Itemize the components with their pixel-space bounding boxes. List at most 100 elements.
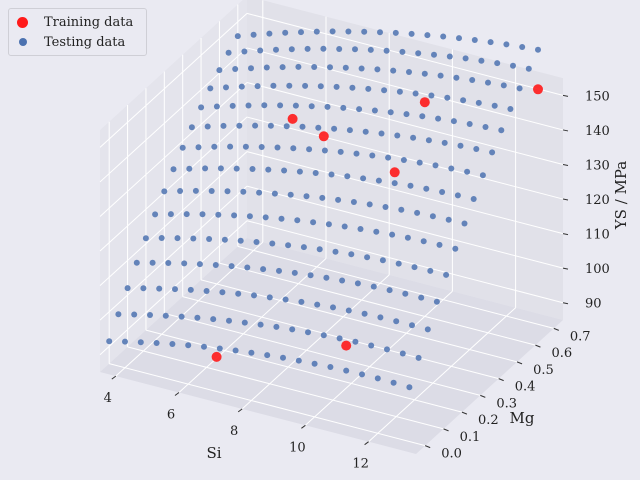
testing-point <box>429 213 436 220</box>
testing-point <box>412 90 419 97</box>
testing-point <box>204 123 211 130</box>
testing-point <box>387 109 394 116</box>
grid-line-z <box>246 185 564 269</box>
testing-point <box>487 39 494 46</box>
testing-point <box>232 347 239 354</box>
testing-point <box>446 53 453 60</box>
legend-label-training: Training data <box>44 14 134 30</box>
testing-point <box>324 103 331 110</box>
testing-point <box>208 188 215 194</box>
testing-point <box>279 64 286 71</box>
testing-point <box>299 123 306 130</box>
testing-point <box>345 28 352 35</box>
testing-point <box>169 341 176 347</box>
testing-point <box>425 137 432 144</box>
testing-point <box>321 147 328 154</box>
testing-point <box>282 29 289 36</box>
testing-point <box>377 29 383 36</box>
y-tick-mark <box>535 344 541 348</box>
testing-point <box>386 287 393 294</box>
z-tick-mark <box>562 267 569 270</box>
testing-point <box>172 286 178 293</box>
testing-point <box>188 124 195 131</box>
testing-point <box>404 234 411 241</box>
grid-line-x <box>115 241 264 377</box>
testing-point <box>316 246 323 253</box>
testing-point <box>370 283 377 290</box>
testing-point <box>479 172 486 179</box>
x-tick-mark <box>364 441 369 446</box>
testing-point <box>475 99 482 106</box>
grid-line-z <box>246 12 564 96</box>
y-tick-mark <box>516 361 523 365</box>
testing-point <box>232 66 239 72</box>
testing-point <box>286 82 293 89</box>
testing-point <box>124 285 131 292</box>
testing-point <box>210 316 217 323</box>
y-tick-label: 0.7 <box>570 329 591 344</box>
testing-point <box>415 50 422 57</box>
z-tick-label: 100 <box>585 262 610 277</box>
testing-point <box>349 84 356 91</box>
testing-point <box>327 364 334 370</box>
training-point <box>211 351 222 362</box>
testing-point <box>333 83 340 90</box>
testing-point <box>470 196 477 202</box>
testing-point <box>367 46 374 53</box>
testing-point <box>295 63 302 70</box>
testing-point <box>201 343 207 350</box>
testing-point <box>419 113 426 120</box>
testing-point <box>473 146 480 152</box>
testing-point <box>491 102 498 109</box>
testing-point <box>424 326 431 333</box>
grid-line-z <box>99 13 248 148</box>
testing-point <box>471 37 478 43</box>
testing-point <box>303 193 310 200</box>
testing-point <box>285 242 292 249</box>
testing-point <box>330 304 336 311</box>
testing-point <box>344 173 351 180</box>
testing-point <box>216 67 223 74</box>
testing-point <box>266 294 273 301</box>
legend-item-testing: Testing data <box>17 33 125 51</box>
testing-point <box>407 182 414 189</box>
testing-point <box>276 267 282 274</box>
testing-point <box>361 28 368 35</box>
testing-point <box>311 360 318 367</box>
testing-point <box>147 312 153 318</box>
testing-point <box>399 48 406 55</box>
testing-point <box>298 298 305 305</box>
testing-point <box>249 166 256 172</box>
testing-point <box>462 55 469 62</box>
testing-point <box>277 102 284 109</box>
x-tick-label: 10 <box>289 440 306 455</box>
testing-point <box>248 349 255 356</box>
tick-labels: 4 6 8 10 12 0.0 0.1 0.2 0.30.4 0.5 0.6 0.7 90 100 110 1… <box>104 89 610 471</box>
pane-left <box>100 0 247 372</box>
testing-point <box>291 269 298 276</box>
testing-point <box>152 211 159 218</box>
testing-point <box>133 259 140 266</box>
testing-point <box>310 219 317 226</box>
testing-point <box>368 342 375 349</box>
legend: Training data Testing data <box>8 8 147 56</box>
testing-point <box>221 236 228 243</box>
testing-point <box>441 139 448 146</box>
testing-point <box>319 194 326 201</box>
grid-line-x <box>178 258 327 393</box>
testing-point <box>283 123 290 130</box>
x-axis-label: Si <box>206 444 221 462</box>
grid-line-y <box>237 245 554 329</box>
testing-point <box>336 46 343 52</box>
testing-point <box>469 77 476 83</box>
testing-point <box>245 102 252 109</box>
testing-point <box>287 191 294 198</box>
testing-point <box>192 187 199 194</box>
testing-point <box>369 152 376 159</box>
testing-point <box>305 329 311 336</box>
testing-point <box>244 264 251 271</box>
testing-point <box>266 30 273 37</box>
testing-point <box>437 72 444 79</box>
testing-point <box>327 64 333 71</box>
testing-point <box>177 188 184 194</box>
